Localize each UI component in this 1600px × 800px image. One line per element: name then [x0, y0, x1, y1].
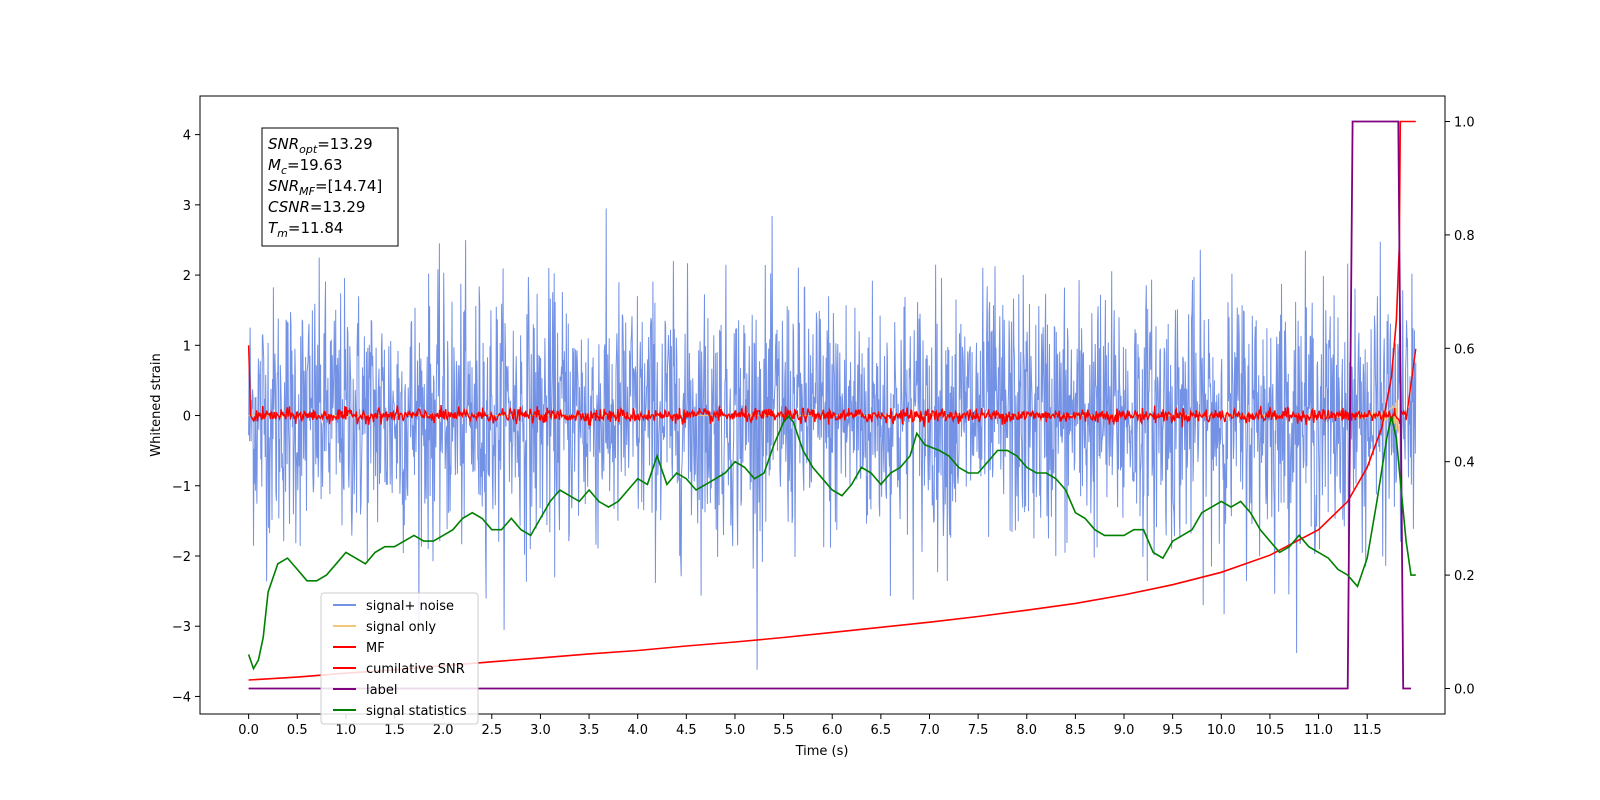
annotation-box: SNRopt=13.29Mc=19.63SNRMF=[14.74]CSNR=13… — [261, 127, 399, 247]
series-signal-statistics — [247, 415, 1416, 671]
legend-label: MF — [366, 641, 385, 656]
annotation-line: CSNR=13.29 — [268, 198, 365, 216]
annotation-line: Tm=11.84 — [268, 219, 343, 240]
x-tick-label: 11.5 — [1353, 723, 1382, 738]
plot-area — [199, 95, 1446, 715]
y-axis-title: Whitened strain — [149, 353, 164, 456]
x-tick-label: 5.5 — [773, 723, 794, 738]
legend-frame — [320, 592, 479, 725]
y2-tick-label: 0.4 — [1454, 456, 1475, 471]
x-tick-label: 5.0 — [725, 723, 746, 738]
x-tick-label: 8.0 — [1016, 723, 1037, 738]
x-tick-label: 6.0 — [822, 723, 843, 738]
x-tick-label: 4.0 — [627, 723, 648, 738]
y-tick-label: −1 — [172, 480, 191, 495]
x-tick-label: 2.5 — [481, 723, 502, 738]
y-tick-label: 4 — [183, 129, 191, 144]
y-tick-label: −4 — [172, 690, 191, 705]
series-mf — [247, 345, 1417, 428]
series-layer — [247, 120, 1417, 690]
y-tick-label: 3 — [183, 199, 191, 214]
x-tick-label: 10.0 — [1207, 723, 1236, 738]
y-tick-label: −3 — [172, 620, 191, 635]
annotation-frame — [261, 127, 399, 247]
legend-label: label — [366, 683, 397, 698]
x-tick-label: 3.0 — [530, 723, 551, 738]
x-tick-label: 3.5 — [579, 723, 600, 738]
y-tick-label: 0 — [183, 410, 191, 425]
y2-tick-label: 0.8 — [1454, 229, 1475, 244]
x-tick-label: 9.0 — [1114, 723, 1135, 738]
x-axis-title: Time (s) — [795, 744, 849, 759]
y2-tick-label: 0.0 — [1454, 682, 1475, 697]
legend-label: cumilative SNR — [366, 662, 465, 677]
x-tick-label: 0.0 — [238, 723, 259, 738]
legend-label: signal+ noise — [366, 599, 454, 614]
y-tick-label: −2 — [172, 550, 191, 565]
x-tick-label: 10.5 — [1255, 723, 1284, 738]
x-tick-label: 4.5 — [676, 723, 697, 738]
y-axis-left: 4 3 2 1 0 −1 −2 −3 −4 — [172, 129, 200, 705]
legend-label: signal statistics — [366, 704, 467, 719]
x-tick-label: 1.0 — [336, 723, 357, 738]
y-axis-right: 1.0 0.8 0.6 0.4 0.2 0.0 — [1445, 116, 1475, 697]
series-label — [248, 120, 1411, 690]
x-axis: 0.0 0.5 1.0 1.5 2.0 2.5 3.0 3.5 4.0 4.5 5.0 5.5 6.0 6… — [238, 714, 1382, 738]
y-tick-label: 2 — [183, 269, 191, 284]
x-tick-label: 7.0 — [919, 723, 940, 738]
x-tick-label: 8.5 — [1065, 723, 1086, 738]
y2-tick-label: 1.0 — [1454, 116, 1475, 131]
annotation-line: Mc=19.63 — [268, 156, 343, 177]
axes-frame — [199, 95, 1446, 715]
y-tick-label: 1 — [183, 339, 191, 354]
series-cumulative-snr — [248, 120, 1416, 681]
x-tick-label: 2.0 — [433, 723, 454, 738]
legend: signal+ noise signal only MF cumilative SNR… — [320, 592, 479, 725]
y2-tick-label: 0.6 — [1454, 342, 1475, 357]
x-tick-label: 0.5 — [287, 723, 308, 738]
annotation-line: SNRMF=[14.74] — [268, 177, 382, 198]
x-tick-label: 6.5 — [871, 723, 892, 738]
x-tick-label: 11.0 — [1304, 723, 1333, 738]
annotation-line: SNRopt=13.29 — [268, 135, 373, 156]
legend-label: signal only — [366, 620, 436, 635]
x-tick-label: 7.5 — [968, 723, 989, 738]
x-tick-label: 9.5 — [1162, 723, 1183, 738]
x-tick-label: 1.5 — [384, 723, 405, 738]
y2-tick-label: 0.2 — [1454, 569, 1475, 584]
